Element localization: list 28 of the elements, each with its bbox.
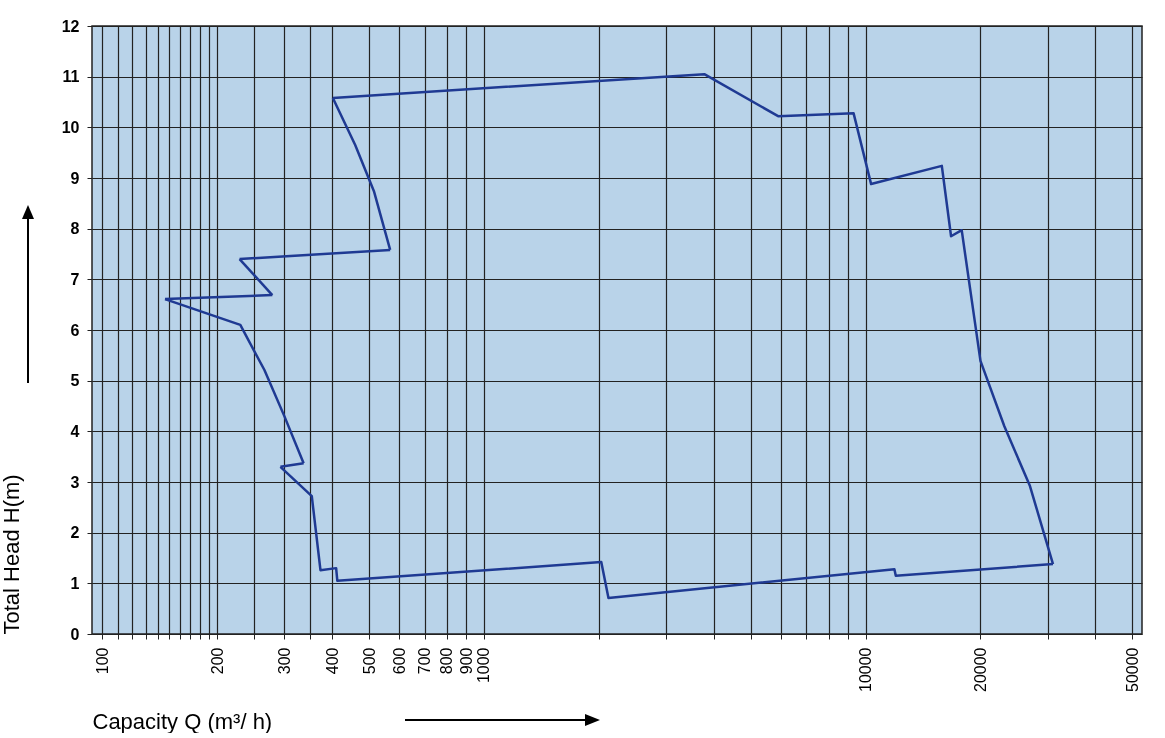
x-tick-label: 200 bbox=[208, 647, 226, 675]
y-tick-label: 2 bbox=[70, 524, 80, 542]
y-tick-label: 10 bbox=[61, 118, 80, 136]
x-tick-label: 600 bbox=[390, 647, 408, 675]
x-tick-label: 50000 bbox=[1123, 647, 1141, 692]
x-tick-label: 10000 bbox=[857, 647, 875, 692]
y-tick-label: 9 bbox=[70, 169, 80, 187]
x-tick-label: 700 bbox=[416, 647, 434, 675]
y-tick-label: 8 bbox=[70, 220, 80, 238]
x-tick-label: 800 bbox=[438, 647, 456, 675]
y-tick-label: 6 bbox=[70, 321, 80, 339]
x-tick-label: 500 bbox=[360, 647, 378, 675]
x-tick-label: 300 bbox=[275, 647, 293, 675]
y-tick-label: 1 bbox=[70, 574, 80, 592]
y-tick-label: 11 bbox=[62, 68, 80, 86]
y-tick-label: 5 bbox=[70, 372, 80, 390]
y-tick-label: 3 bbox=[70, 473, 80, 491]
y-tick-label: 4 bbox=[70, 422, 80, 440]
x-tick-label: 900 bbox=[457, 647, 475, 675]
y-axis-title: Total Head H(m) bbox=[0, 474, 24, 635]
x-tick-label: 400 bbox=[323, 647, 341, 675]
y-tick-label: 12 bbox=[61, 17, 80, 35]
x-axis-title: Capacity Q (m³/ h) bbox=[92, 708, 273, 734]
x-tick-label: 100 bbox=[93, 647, 111, 675]
y-tick-label: 7 bbox=[70, 270, 80, 288]
x-tick-label: 20000 bbox=[971, 647, 989, 692]
x-tick-label: 1000 bbox=[475, 647, 493, 684]
y-tick-label: 0 bbox=[70, 625, 80, 643]
